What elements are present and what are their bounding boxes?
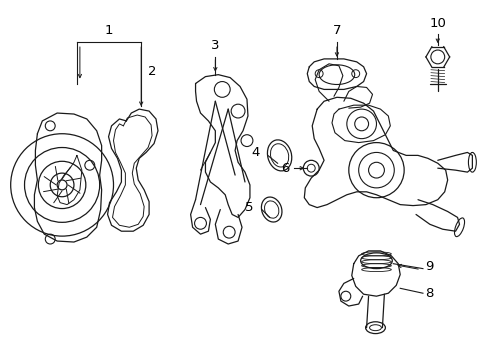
Text: 9: 9	[424, 260, 432, 273]
Text: 6: 6	[281, 162, 289, 175]
Text: 3: 3	[211, 39, 219, 52]
Text: 8: 8	[424, 287, 432, 300]
Text: 2: 2	[148, 65, 156, 78]
Text: 7: 7	[332, 24, 341, 37]
Text: 5: 5	[245, 201, 253, 214]
Text: 1: 1	[104, 24, 113, 37]
Text: 4: 4	[251, 146, 259, 159]
Text: 10: 10	[428, 17, 446, 30]
